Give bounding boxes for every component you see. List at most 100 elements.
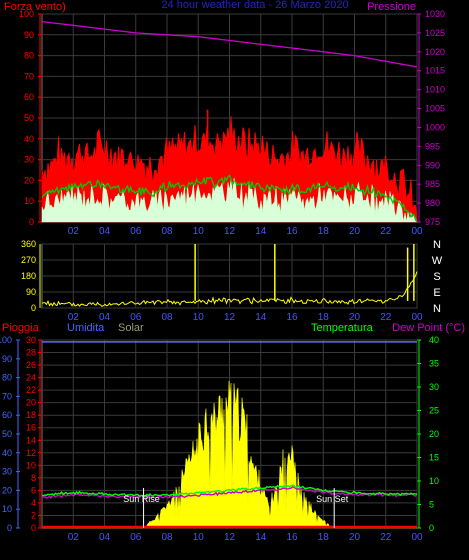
- temperature-y-tick-label: 30: [429, 382, 439, 392]
- wind-y-tick-label: 10: [24, 196, 34, 206]
- weather-x-tick-label: 16: [286, 532, 298, 543]
- wind-x-tick-label: 22: [380, 226, 392, 237]
- rain-y-tick-label: 0: [31, 523, 36, 533]
- direction-series: [41, 271, 418, 308]
- wind-y-tick-label: 30: [24, 155, 34, 165]
- humidity-y-tick-label: 40: [2, 448, 12, 458]
- pressure-y-tick-label: 990: [425, 160, 440, 170]
- weather-x-tick-label: 18: [318, 532, 330, 543]
- wind-x-tick-label: 14: [255, 226, 267, 237]
- rain-y-tick-label: 8: [31, 473, 36, 483]
- direction-x-tick-label: 10: [193, 312, 205, 323]
- wind-force-label: Forza vento): [4, 1, 66, 13]
- pressure-y-tick-label: 1020: [425, 47, 445, 57]
- humidity-y-tick-label: 50: [2, 429, 12, 439]
- temperature-label: Temperatura: [311, 322, 374, 334]
- rain-y-tick-label: 18: [26, 410, 36, 420]
- temperature-y-tick-label: 25: [429, 406, 439, 416]
- weather-x-tick-label: 04: [99, 532, 111, 543]
- wind-y-tick-label: 50: [24, 113, 34, 123]
- wind-y-tick-label: 60: [24, 92, 34, 102]
- pressure-y-tick-label: 1015: [425, 66, 445, 76]
- wind-x-tick-label: 10: [193, 226, 205, 237]
- weather-x-tick-label: 06: [130, 532, 142, 543]
- rain-y-tick-label: 20: [26, 398, 36, 408]
- rain-y-tick-label: 16: [26, 423, 36, 433]
- weather-x-tick-label: 02: [68, 532, 80, 543]
- direction-y-tick-label: 360: [21, 239, 36, 249]
- direction-x-tick-label: 02: [68, 312, 80, 323]
- pressure-y-tick-label: 995: [425, 141, 440, 151]
- chart-layer: 0102030405060708090100975980985990995100…: [0, 9, 445, 543]
- rain-label: Pioggia: [2, 322, 40, 334]
- pressure-series: [41, 20, 418, 68]
- pressure-y-tick-label: 1000: [425, 122, 445, 132]
- direction-y-tick-label: 90: [26, 287, 36, 297]
- direction-x-tick-label: 16: [286, 312, 298, 323]
- title-text: 24 hour weather data - 26 Marzo 2020: [161, 0, 348, 11]
- temperature-y-tick-label: 20: [429, 429, 439, 439]
- rain-y-tick-label: 30: [26, 335, 36, 345]
- pressure-y-tick-label: 1005: [425, 104, 445, 114]
- wind-x-tick-label: 00: [411, 226, 423, 237]
- wind-x-tick-label: 06: [130, 226, 142, 237]
- temperature-y-tick-label: 5: [429, 500, 434, 510]
- sunrise-label: Sun Rise: [123, 494, 160, 504]
- wind-y-tick-label: 40: [24, 134, 34, 144]
- weather-x-tick-label: 00: [411, 532, 423, 543]
- humidity-y-tick-label: 70: [2, 391, 12, 401]
- rain-y-tick-label: 10: [26, 460, 36, 470]
- rain-y-tick-label: 22: [26, 385, 36, 395]
- temperature-y-tick-label: 40: [429, 335, 439, 345]
- wind-x-tick-label: 16: [286, 226, 298, 237]
- direction-y-tick-label: 0: [31, 303, 36, 313]
- direction-compass-label: W: [432, 255, 443, 267]
- weather-x-tick-label: 22: [380, 532, 392, 543]
- direction-x-tick-label: 04: [99, 312, 111, 323]
- pressure-y-tick-label: 1025: [425, 28, 445, 38]
- weather-x-tick-label: 20: [349, 532, 361, 543]
- wind-y-tick-label: 100: [19, 9, 34, 19]
- humidity-y-tick-label: 60: [2, 410, 12, 420]
- temperature-y-tick-label: 35: [429, 359, 439, 369]
- temperature-y-tick-label: 15: [429, 453, 439, 463]
- humidity-y-tick-label: 80: [2, 373, 12, 383]
- weather-x-tick-label: 10: [193, 532, 205, 543]
- wind-x-tick-label: 02: [68, 226, 80, 237]
- pressure-y-tick-label: 1030: [425, 9, 445, 19]
- wind-average-series: [41, 174, 418, 223]
- direction-x-tick-label: 06: [130, 312, 142, 323]
- wind-y-tick-label: 70: [24, 71, 34, 81]
- rain-y-tick-label: 24: [26, 373, 36, 383]
- rain-y-tick-label: 2: [31, 510, 36, 520]
- humidity-label: Umidita: [67, 322, 105, 334]
- rain-y-tick-label: 26: [26, 360, 36, 370]
- dew-point-series: [41, 486, 418, 500]
- temperature-y-tick-label: 10: [429, 476, 439, 486]
- humidity-y-tick-label: 100: [0, 335, 12, 345]
- direction-x-tick-label: 20: [349, 312, 361, 323]
- rain-y-tick-label: 28: [26, 348, 36, 358]
- direction-x-tick-label: 08: [161, 312, 173, 323]
- rain-y-tick-label: 14: [26, 435, 36, 445]
- pressure-label: Pressione: [367, 1, 416, 13]
- pressure-y-tick-label: 975: [425, 217, 440, 227]
- direction-x-tick-label: 18: [318, 312, 330, 323]
- wind-y-tick-label: 20: [24, 175, 34, 185]
- rain-y-tick-label: 4: [31, 498, 36, 508]
- direction-compass-label: N: [433, 239, 441, 251]
- direction-compass-label: N: [433, 303, 441, 315]
- wind-y-tick-label: 80: [24, 51, 34, 61]
- direction-x-tick-label: 22: [380, 312, 392, 323]
- humidity-y-tick-label: 30: [2, 467, 12, 477]
- wind-x-tick-label: 04: [99, 226, 111, 237]
- wind-x-tick-label: 20: [349, 226, 361, 237]
- direction-compass-label: S: [433, 271, 440, 283]
- temperature-y-tick-label: 0: [429, 523, 434, 533]
- wind-x-tick-label: 18: [318, 226, 330, 237]
- sunset-label: Sun Set: [316, 494, 349, 504]
- direction-y-tick-label: 270: [21, 255, 36, 265]
- solar-label: Solar: [118, 322, 144, 334]
